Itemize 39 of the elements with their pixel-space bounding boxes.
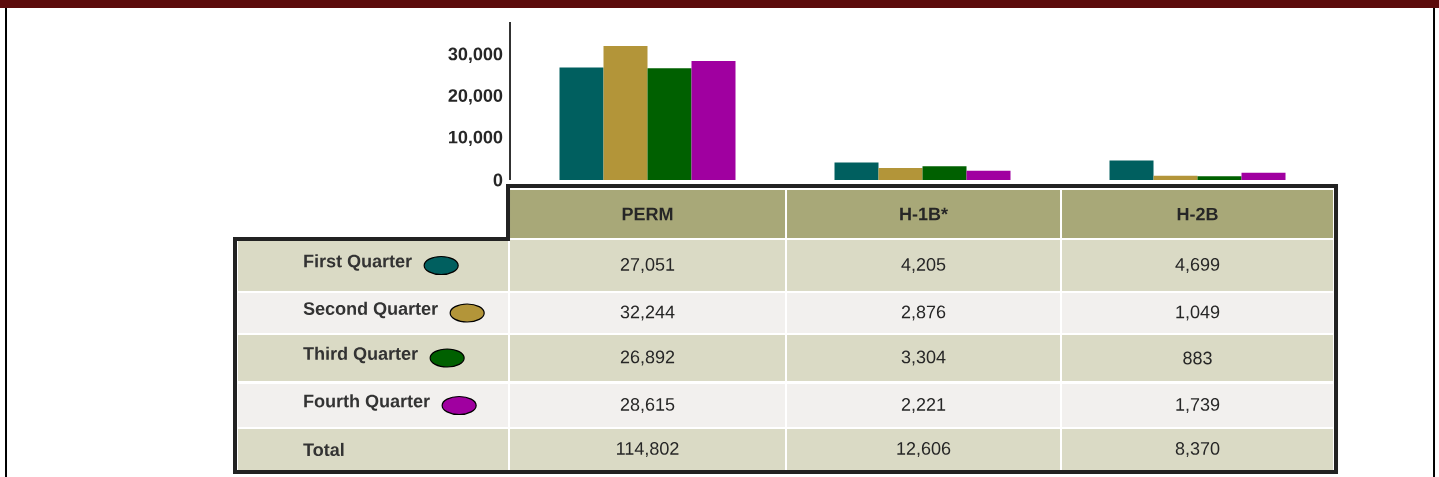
data-label: 1,049	[1176, 305, 1220, 321]
bar	[603, 45, 648, 180]
legend-label: Fourth Quarter	[304, 394, 430, 411]
text: 8,370	[1175, 442, 1220, 457]
legend-label: Third Quarter	[303, 346, 418, 364]
bar	[966, 170, 1011, 180]
bar	[647, 68, 692, 180]
bar	[691, 61, 736, 180]
data-label: 32,244	[620, 305, 675, 321]
data-label: 27,051	[620, 258, 675, 273]
bar	[878, 168, 923, 180]
legend-label: First Quarter	[304, 254, 412, 271]
bar	[1153, 175, 1198, 180]
bar	[834, 162, 879, 180]
y-tick-label: 10,000	[449, 130, 503, 147]
x-tick-label: PERM	[622, 207, 673, 221]
bar	[1241, 172, 1286, 180]
data-label: 883	[1183, 351, 1212, 365]
text: 12,606	[897, 442, 951, 457]
data-label: 4,699	[1175, 258, 1220, 273]
text: 114,802	[617, 442, 679, 457]
data-label: 26,892	[620, 350, 675, 366]
bar	[922, 166, 967, 180]
text: Total	[303, 442, 344, 457]
x-tick-label: H-1B*	[900, 207, 948, 221]
data-label: 1,739	[1176, 398, 1220, 413]
bar	[559, 67, 604, 180]
x-tick-label: H-2B	[1177, 207, 1218, 221]
bar	[1109, 160, 1154, 180]
data-label: 2,876	[901, 305, 946, 321]
data-label: 4,205	[901, 258, 946, 273]
y-tick-label: 30,000	[448, 47, 503, 63]
data-label: 3,304	[901, 350, 946, 366]
data-label: 2,221	[901, 398, 946, 413]
data-label: 28,615	[620, 398, 675, 413]
bar	[1197, 176, 1242, 180]
y-tick-label: 20,000	[448, 89, 503, 105]
legend-label: Second Quarter	[303, 301, 438, 319]
y-tick-label: 0	[493, 173, 503, 187]
